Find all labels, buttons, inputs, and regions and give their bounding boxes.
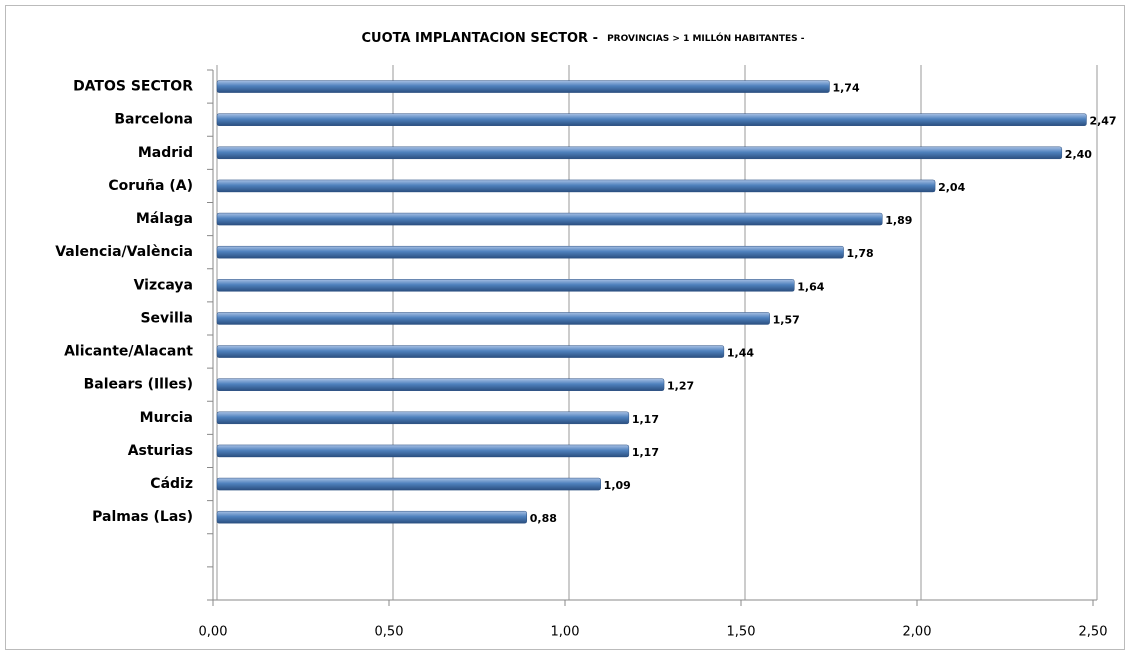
x-tick-label: 1,00 (551, 625, 580, 640)
x-tick-label: 0,00 (199, 625, 228, 640)
bar (216, 245, 844, 259)
bar (216, 80, 830, 93)
bar (216, 312, 770, 325)
data-label: 1,64 (797, 280, 824, 293)
x-tick-label: 2,50 (1079, 625, 1108, 640)
data-label: 1,89 (885, 214, 912, 227)
chart-frame (5, 5, 1125, 650)
y-tick-label: Barcelona (114, 112, 193, 128)
y-tick-label: DATOS SECTOR (73, 79, 193, 95)
data-label: 1,78 (847, 247, 874, 260)
chart-title-group: CUOTA IMPLANTACION SECTOR - PROVINCIAS >… (361, 28, 804, 47)
y-tick-label: Balears (Illes) (84, 377, 193, 393)
x-tick-label: 2,00 (903, 625, 932, 640)
data-label: 1,74 (832, 82, 859, 95)
data-label: 2,40 (1065, 148, 1092, 161)
y-tick-label: Murcia (140, 410, 193, 426)
y-tick-label: Cádiz (150, 476, 193, 492)
bar (216, 510, 528, 524)
bar (216, 113, 1087, 126)
y-tick-label: Málaga (136, 211, 193, 227)
y-tick-label: Coruña (A) (108, 178, 193, 194)
data-label: 1,44 (727, 347, 754, 360)
data-label: 0,88 (530, 512, 557, 525)
chart-title: CUOTA IMPLANTACION SECTOR - (361, 31, 598, 46)
data-label: 1,09 (604, 479, 631, 492)
y-tick-label: Valencia/València (55, 244, 193, 260)
bar (216, 444, 630, 458)
data-label: 2,04 (938, 181, 965, 194)
x-tick-label: 0,50 (375, 625, 404, 640)
bar (216, 345, 725, 358)
bar (216, 477, 601, 491)
y-tick-label: Asturias (128, 443, 193, 459)
x-tick-label: 1,50 (727, 625, 756, 640)
data-label: 2,47 (1089, 115, 1116, 128)
bar (216, 279, 795, 292)
data-label: 1,57 (773, 313, 800, 326)
bar (216, 146, 1063, 160)
bar (216, 411, 630, 425)
bar (216, 378, 665, 391)
bar (216, 212, 883, 226)
y-tick-label: Palmas (Las) (92, 509, 193, 525)
data-label: 1,27 (667, 380, 694, 393)
y-tick-label: Madrid (138, 145, 193, 161)
chart-subtitle: PROVINCIAS > 1 MILLÓN HABITANTES - (607, 32, 805, 44)
data-label: 1,17 (632, 413, 659, 426)
y-tick-label: Vizcaya (134, 277, 193, 293)
bar (216, 179, 936, 193)
y-tick-label: Sevilla (140, 310, 193, 326)
y-tick-label: Alicante/Alacant (64, 344, 193, 360)
data-label: 1,17 (632, 446, 659, 459)
